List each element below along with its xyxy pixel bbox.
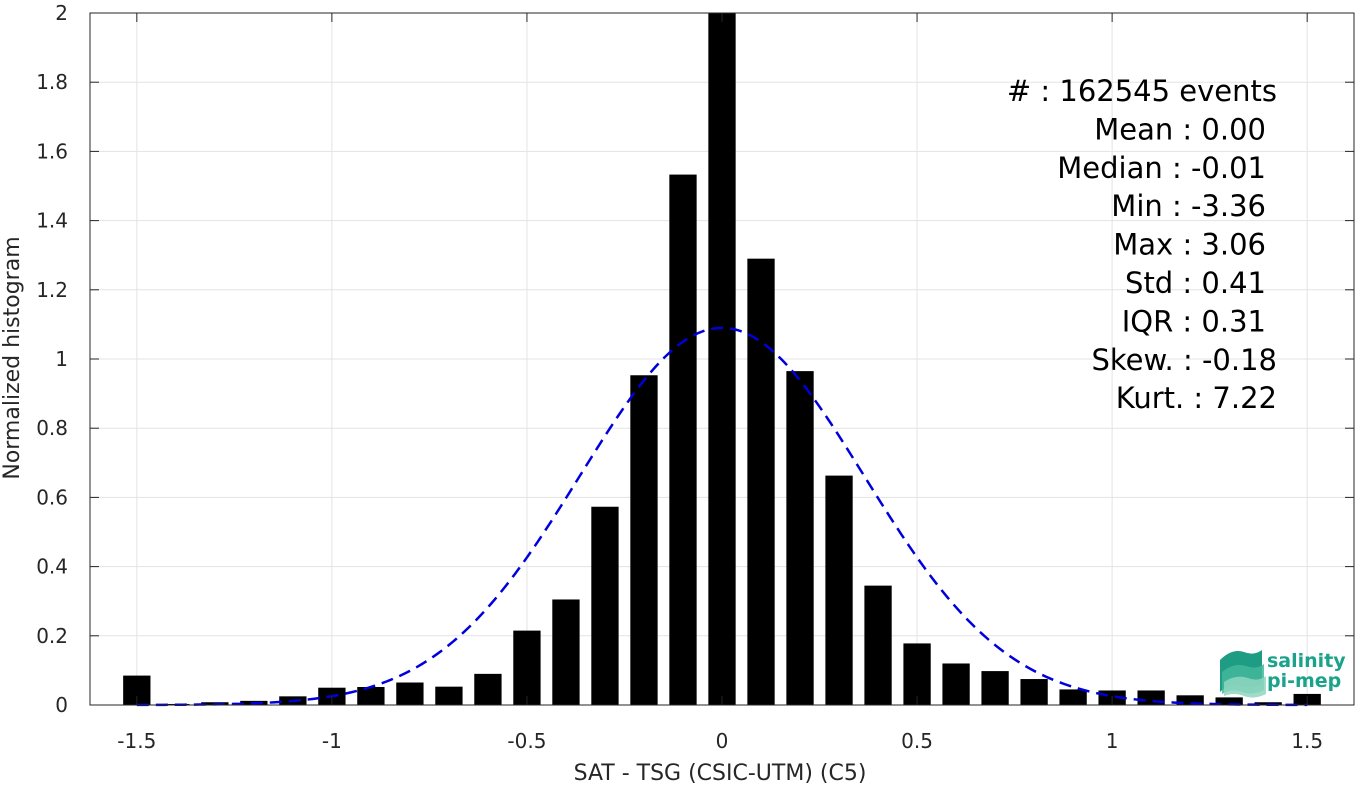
histogram-bar bbox=[1176, 695, 1204, 705]
y-tick-label: 0.6 bbox=[36, 485, 68, 509]
x-tick-label: 1.5 bbox=[1291, 729, 1323, 753]
stat-line: Kurt. : 7.22 bbox=[1116, 381, 1277, 415]
histogram-bar bbox=[747, 258, 775, 705]
stat-line: # : 162545 events bbox=[1007, 74, 1277, 108]
stat-line: Max : 3.06 bbox=[1113, 228, 1266, 262]
histogram-bar bbox=[669, 174, 697, 705]
y-tick-label: 1.4 bbox=[36, 209, 68, 233]
histogram-bar bbox=[1215, 697, 1243, 705]
histogram-bar bbox=[630, 375, 658, 705]
histogram-bar bbox=[552, 599, 580, 705]
axis-ticks bbox=[90, 12, 1354, 706]
y-tick-label: 1 bbox=[55, 347, 68, 371]
x-tick-label: -1 bbox=[322, 729, 342, 753]
stat-line: Mean : 0.00 bbox=[1094, 112, 1266, 146]
y-tick-label: 0 bbox=[55, 693, 68, 717]
histogram-bar bbox=[357, 687, 385, 705]
y-tick-label: 2 bbox=[55, 1, 68, 25]
histogram-bar bbox=[786, 371, 814, 705]
y-tick-label: 1.8 bbox=[36, 70, 68, 94]
histogram-bar bbox=[1059, 689, 1087, 705]
x-tick-labels: -1.5 -1 -0.5 0 0.5 1 1.5 bbox=[117, 729, 1323, 753]
stat-line: IQR : 0.31 bbox=[1122, 304, 1266, 338]
y-axis-label: Normalized histogram bbox=[0, 236, 25, 479]
stat-line: Skew. : -0.18 bbox=[1091, 343, 1277, 377]
histogram-bar bbox=[864, 585, 892, 705]
y-tick-label: 0.4 bbox=[36, 555, 68, 579]
histogram-bar bbox=[474, 673, 502, 705]
x-tick-label: -0.5 bbox=[507, 729, 546, 753]
x-tick-label: 1 bbox=[1106, 729, 1119, 753]
y-tick-label: 0.2 bbox=[36, 624, 68, 648]
stat-line: Std : 0.41 bbox=[1125, 266, 1266, 300]
x-tick-label: -1.5 bbox=[117, 729, 156, 753]
stat-line: Median : -0.01 bbox=[1057, 151, 1266, 185]
logo-text-salinity: salinity bbox=[1267, 650, 1346, 672]
y-tick-label: 0.8 bbox=[36, 416, 68, 440]
histogram-bar bbox=[435, 686, 463, 705]
stats-box: # : 162545 events Mean : 0.00 Median : -0.… bbox=[1007, 74, 1277, 415]
histogram-bar bbox=[708, 13, 736, 705]
histogram-bar bbox=[591, 506, 619, 705]
logo-text-pi-mep: pi-mep bbox=[1267, 670, 1341, 692]
y-tick-label: 1.2 bbox=[36, 278, 68, 302]
histogram-bar bbox=[825, 475, 853, 705]
x-tick-label: 0 bbox=[716, 729, 729, 753]
x-tick-label: 0.5 bbox=[901, 729, 933, 753]
histogram-bar bbox=[1020, 679, 1048, 705]
logo-wave-icon bbox=[1220, 650, 1266, 698]
histogram-bar bbox=[981, 671, 1009, 705]
salinity-pi-mep-logo: salinity pi-mep bbox=[1220, 650, 1346, 698]
histogram-bar bbox=[942, 663, 970, 705]
histogram-bar bbox=[903, 643, 931, 705]
histogram-bar bbox=[396, 682, 424, 705]
y-tick-labels: 0 0.2 0.4 0.6 0.8 1 1.2 1.4 1.6 1.8 2 bbox=[36, 1, 68, 717]
histogram-bar bbox=[513, 630, 541, 705]
x-axis-label: SAT - TSG (CSIC-UTM) (C5) bbox=[574, 761, 867, 785]
stat-line: Min : -3.36 bbox=[1111, 189, 1266, 223]
histogram-bars bbox=[123, 13, 1321, 705]
y-tick-label: 1.6 bbox=[36, 139, 68, 163]
